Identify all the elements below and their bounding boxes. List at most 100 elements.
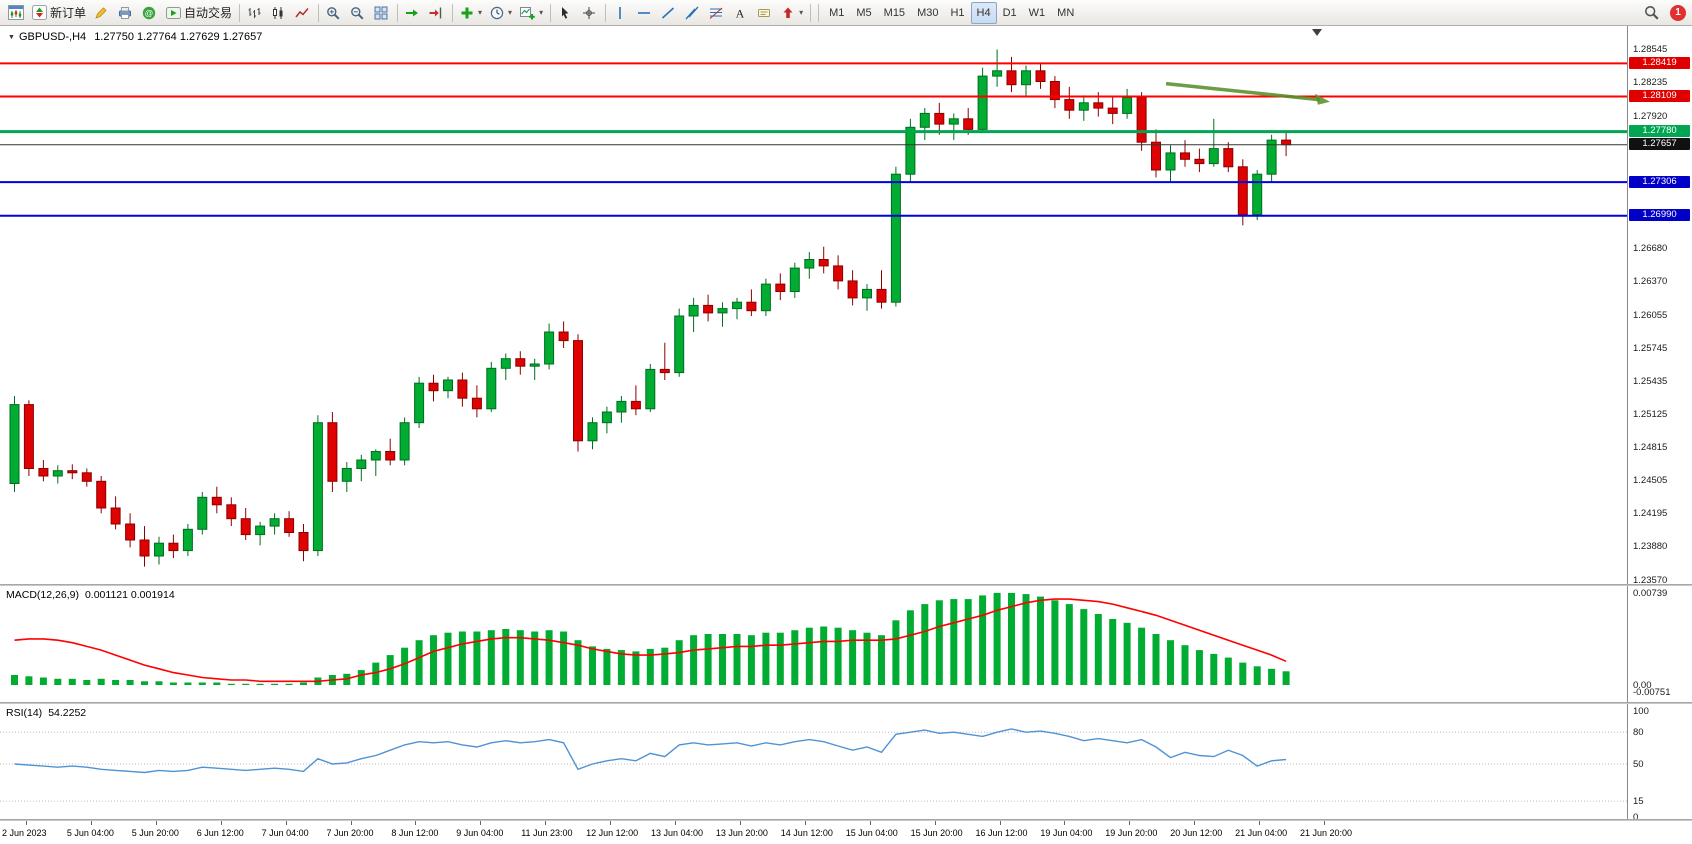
toolbar: 新订单 @ 自动交易 ▾ ▾ ▾ A ▾ M1 M5 M15 M30 H1 H4 D1 W1 MN 1 [0,0,1692,26]
tile-windows-button[interactable] [370,2,394,24]
price-axis-label: 1.24815 [1633,441,1668,453]
svg-text:@: @ [145,8,154,18]
price-level-badge: 1.28109 [1629,90,1690,102]
timeframe-m5-button[interactable]: M5 [856,6,872,19]
community-icon: @ [142,6,156,20]
chart-window-button[interactable] [4,2,28,24]
text-label-button[interactable] [753,2,777,24]
market-icon [118,6,132,20]
auto-trading-button[interactable]: 自动交易 [162,2,236,24]
chart-ohlc-values: 1.27750 1.27764 1.27629 1.27657 [94,31,263,43]
price-axis-label: 1.28235 [1633,77,1668,89]
dropdown-arrow-icon[interactable]: ▾ [799,8,804,17]
fibonacci-icon [709,6,723,20]
svg-text:A: A [736,6,745,20]
timeframe-d1-button[interactable]: D1 [1002,6,1017,19]
timeframe-m1-button[interactable]: M1 [829,6,845,19]
timeframe-mn-button[interactable]: MN [1057,6,1075,19]
toolbar-separator [239,3,241,22]
price-axis-label: 1.24505 [1633,474,1668,486]
time-axis-tick [1129,821,1131,825]
timeframe-m15-button[interactable]: M15 [883,6,906,19]
time-axis-tick [480,821,482,825]
notification-badge[interactable]: 1 [1670,4,1686,21]
time-axis-label: 13 Jun 20:00 [715,828,768,838]
price-axis-label: 1.26055 [1633,309,1668,321]
community-button[interactable]: @ [138,2,162,24]
time-axis-tick [350,821,352,825]
price-axis-label: 1.28545 [1633,44,1668,55]
price-level-badge: 1.27780 [1629,125,1690,138]
rsi-canvas[interactable] [0,704,1627,819]
shapes-button[interactable]: ▾ [777,2,807,24]
bar-chart-mode-button[interactable] [243,2,267,24]
price-axis[interactable]: 1.28545 1.28419 1.28235 1.28109 1.27920 1.277… [1627,26,1692,844]
chart-menu-icon[interactable]: ▼ [8,34,15,41]
candle-chart-mode-button[interactable] [267,2,291,24]
rsi-value: 54.2252 [48,707,87,719]
crosshair-button[interactable] [578,2,602,24]
time-axis-tick [1259,821,1261,825]
timeframe-m30-button[interactable]: M30 [917,6,939,19]
line-chart-mode-button[interactable] [291,2,315,24]
crosshair-icon [582,6,596,20]
toolbar-buttons: 新订单 @ 自动交易 ▾ ▾ ▾ A ▾ [4,2,814,24]
trendline-button[interactable] [657,2,681,24]
new-order-button[interactable]: 新订单 [28,2,90,24]
periods-button[interactable]: ▾ [486,2,516,24]
panel-splitter[interactable] [0,702,1692,704]
timeframe-h1-button[interactable]: H1 [950,6,965,19]
editor-icon [94,6,108,20]
main-chart-canvas[interactable] [0,26,1627,584]
vertical-line-icon [613,6,627,20]
dropdown-arrow-icon[interactable]: ▾ [508,8,513,17]
add-indicator-icon [460,6,474,20]
dropdown-arrow-icon[interactable]: ▾ [478,8,483,17]
vertical-line-button[interactable] [609,2,633,24]
panel-splitter[interactable] [0,819,1692,821]
time-axis-tick [739,821,741,825]
time-axis-tick [285,821,287,825]
shapes-icon [781,6,795,20]
trendline-icon [661,6,675,20]
auto-trading-label: 自动交易 [184,6,233,20]
horizontal-line-button[interactable] [633,2,657,24]
toolbar-separator [605,3,607,22]
time-axis-label: 6 Jun 12:00 [196,828,244,838]
price-level-badge: 1.28419 [1629,56,1690,69]
zoom-in-button[interactable] [322,2,346,24]
chart-symbol-period: GBPUSD-,H4 [18,31,87,43]
templates-button[interactable]: ▾ [516,2,547,24]
auto-scroll-button[interactable] [401,2,425,24]
indicators-button[interactable]: ▾ [456,2,486,24]
toolbar-right: 1 [1640,2,1688,24]
macd-canvas[interactable] [0,586,1627,702]
search-button[interactable] [1640,2,1664,24]
time-axis-label: 21 Jun 04:00 [1235,828,1288,838]
time-axis-label: 9 Jun 04:00 [456,828,504,838]
chart-shift-button[interactable] [425,2,449,24]
time-axis-label: 5 Jun 04:00 [66,828,114,838]
toolbar-separator [550,3,552,22]
zoom-out-button[interactable] [346,2,370,24]
panel-splitter[interactable] [0,584,1692,586]
dropdown-arrow-icon[interactable]: ▾ [539,8,544,17]
line-chart-icon [295,6,309,20]
cursor-button[interactable] [554,2,578,24]
metaeditor-button[interactable] [90,2,114,24]
market-button[interactable] [114,2,138,24]
time-axis-label: 20 Jun 12:00 [1170,828,1223,838]
price-axis-label: 1.25125 [1633,408,1668,420]
time-axis-label: 12 Jun 12:00 [586,828,639,838]
price-axis-label: 1.24195 [1633,507,1668,519]
channel-button[interactable] [681,2,705,24]
time-axis-label: 15 Jun 20:00 [910,828,963,838]
text-button[interactable]: A [729,2,753,24]
chart-shift-icon [429,6,443,20]
fibonacci-button[interactable] [705,2,729,24]
timeframe-w1-button[interactable]: W1 [1028,6,1046,19]
time-axis-label: 15 Jun 04:00 [845,828,898,838]
price-axis-label: 1.27920 [1633,110,1668,122]
time-axis[interactable]: 2 Jun 2023 5 Jun 04:00 5 Jun 20:00 6 Jun 12… [0,820,1692,844]
timeframe-h4-button[interactable]: H4 [970,1,997,24]
